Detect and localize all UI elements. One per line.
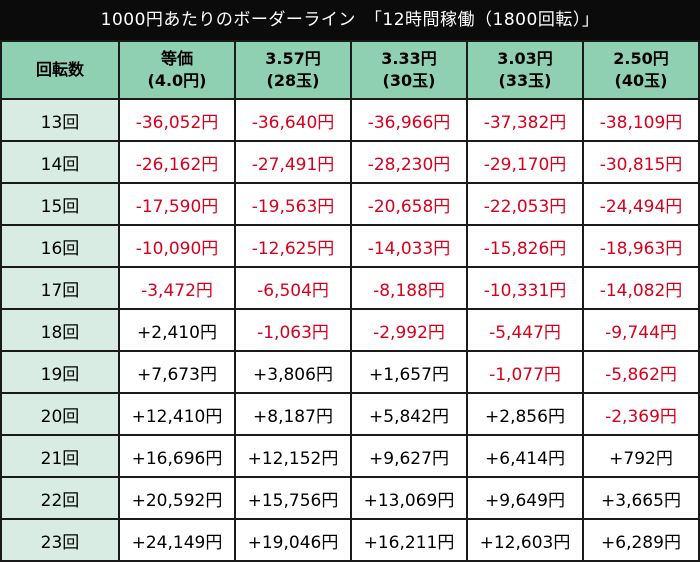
table-row: 15回 -17,590円 -19,563円 -20,658円 -22,053円 -24,4… [0,182,700,226]
table-cell: +6,414円 [466,434,584,478]
border-line-table: 回転数 等価 (4.0円) 3.57円 (28玉) 3.33円 (30玉) 3.… [0,40,700,562]
header-col-2: 3.57円 (28玉) [234,40,352,100]
table-cell: -36,640円 [234,98,352,142]
table-cell: -38,109円 [582,98,700,142]
table-cell: -24,494円 [582,182,700,226]
table-cell: -12,625円 [234,224,352,268]
header-col-3-detail: (30玉) [382,71,436,90]
row-label: 23回 [0,518,120,562]
header-col-5: 2.50円 (40玉) [582,40,700,100]
table-cell: -20,658円 [350,182,468,226]
table-row: 16回 -10,090円 -12,625円 -14,033円 -15,826円 -18,9… [0,224,700,268]
table-cell: +5,842円 [350,392,468,436]
table-body: 13回 -36,052円 -36,640円 -36,966円 -37,382円 -38,1… [0,98,700,562]
table-row: 19回 +7,673円 +3,806円 +1,657円 -1,077円 -5,862円 [0,350,700,394]
header-col-5-detail: (40玉) [614,71,668,90]
table-cell: -5,862円 [582,350,700,394]
header-col-1-detail: (4.0円) [147,71,207,90]
table-cell: +19,046円 [234,518,352,562]
table-cell: -10,090円 [118,224,236,268]
table-cell: -36,052円 [118,98,236,142]
table-cell: -27,491円 [234,140,352,184]
header-row-label: 回転数 [0,40,120,100]
table-cell: -2,992円 [350,308,468,352]
table-cell: +20,592円 [118,476,236,520]
table-cell: -30,815円 [582,140,700,184]
table-cell: +1,657円 [350,350,468,394]
table-cell: +792円 [582,434,700,478]
row-label: 20回 [0,392,120,436]
table-cell: +12,410円 [118,392,236,436]
table-row: 14回 -26,162円 -27,491円 -28,230円 -29,170円 -30,8… [0,140,700,184]
table-cell: -29,170円 [466,140,584,184]
header-col-3-rate: 3.33円 [381,49,437,68]
table-cell: +12,603円 [466,518,584,562]
header-col-4-rate: 3.03円 [497,49,553,68]
table-row: 18回 +2,410円 -1,063円 -2,992円 -5,447円 -9,744円 [0,308,700,352]
table-cell: -15,826円 [466,224,584,268]
row-label: 16回 [0,224,120,268]
header-col-4: 3.03円 (33玉) [466,40,584,100]
table-row: 21回 +16,696円 +12,152円 +9,627円 +6,414円 +792円 [0,434,700,478]
header-col-1-rate: 等価 [160,49,193,68]
table-cell: -1,063円 [234,308,352,352]
header-col-5-rate: 2.50円 [613,49,669,68]
row-label: 14回 [0,140,120,184]
table-cell: -2,369円 [582,392,700,436]
table-cell: -22,053円 [466,182,584,226]
header-col-1: 等価 (4.0円) [118,40,236,100]
header-col-3: 3.33円 (30玉) [350,40,468,100]
table-cell: +12,152円 [234,434,352,478]
table-row: 23回 +24,149円 +19,046円 +16,211円 +12,603円 +6,28… [0,518,700,562]
table-cell: +9,627円 [350,434,468,478]
table-cell: +3,665円 [582,476,700,520]
table-row: 17回 -3,472円 -6,504円 -8,188円 -10,331円 -14,082円 [0,266,700,310]
row-label: 17回 [0,266,120,310]
table-cell: -18,963円 [582,224,700,268]
table-cell: -19,563円 [234,182,352,226]
row-label: 21回 [0,434,120,478]
table-cell: +24,149円 [118,518,236,562]
table-cell: +16,211円 [350,518,468,562]
header-col-2-rate: 3.57円 [265,49,321,68]
header-col-2-detail: (28玉) [266,71,320,90]
table-cell: +8,187円 [234,392,352,436]
table-cell: -3,472円 [118,266,236,310]
row-label: 13回 [0,98,120,142]
table-cell: -9,744円 [582,308,700,352]
row-label: 18回 [0,308,120,352]
header-col-4-detail: (33玉) [498,71,552,90]
table-cell: -10,331円 [466,266,584,310]
table-cell: +2,410円 [118,308,236,352]
table-cell: -26,162円 [118,140,236,184]
table-cell: -14,033円 [350,224,468,268]
table-cell: +6,289円 [582,518,700,562]
table-cell: -14,082円 [582,266,700,310]
header-row: 回転数 等価 (4.0円) 3.57円 (28玉) 3.33円 (30玉) 3.… [0,40,700,100]
table-cell: +2,856円 [466,392,584,436]
table-cell: -6,504円 [234,266,352,310]
table-cell: -5,447円 [466,308,584,352]
table-row: 20回 +12,410円 +8,187円 +5,842円 +2,856円 -2,369円 [0,392,700,436]
table-cell: -36,966円 [350,98,468,142]
table-cell: +15,756円 [234,476,352,520]
table-row: 22回 +20,592円 +15,756円 +13,069円 +9,649円 +3,665… [0,476,700,520]
table-cell: +7,673円 [118,350,236,394]
row-label: 19回 [0,350,120,394]
table-cell: -17,590円 [118,182,236,226]
table-cell: +13,069円 [350,476,468,520]
table-row: 13回 -36,052円 -36,640円 -36,966円 -37,382円 -38,1… [0,98,700,142]
table-cell: -37,382円 [466,98,584,142]
row-label: 15回 [0,182,120,226]
row-label: 22回 [0,476,120,520]
table-cell: -8,188円 [350,266,468,310]
table-cell: -28,230円 [350,140,468,184]
table-cell: -1,077円 [466,350,584,394]
table-cell: +3,806円 [234,350,352,394]
table-cell: +9,649円 [466,476,584,520]
table-cell: +16,696円 [118,434,236,478]
table-title: 1000円あたりのボーダーライン 「12時間稼働（1800回転）」 [0,0,700,40]
